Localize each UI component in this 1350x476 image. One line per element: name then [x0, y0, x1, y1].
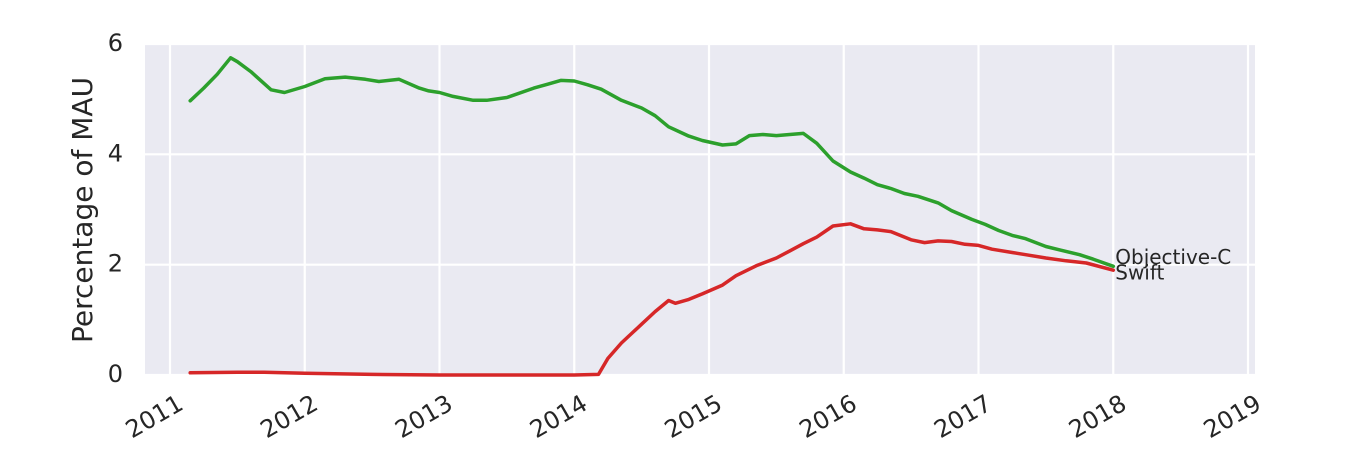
- y-tick-label: 6: [108, 29, 123, 57]
- grid: [145, 42, 1255, 377]
- x-tick-label: 2014: [525, 389, 592, 444]
- x-tick-label: 2018: [1064, 389, 1131, 444]
- y-axis-label: Percentage of MAU: [66, 77, 99, 343]
- x-tick-label: 2013: [390, 389, 457, 444]
- x-tick-label: 2012: [256, 389, 323, 444]
- plot-background: [145, 44, 1255, 375]
- y-tick-labels: 0 2 4 6: [108, 29, 123, 388]
- y-tick-label: 0: [108, 360, 123, 388]
- x-tick-label: 2016: [795, 389, 862, 444]
- y-tick-label: 2: [108, 250, 123, 278]
- x-tick-label: 2017: [929, 389, 996, 444]
- x-tick-label: 2011: [121, 389, 188, 444]
- x-tick-label: 2015: [660, 389, 727, 444]
- series-label-objective-c: Objective-C: [1115, 245, 1231, 269]
- x-tick-label: 2019: [1199, 389, 1266, 444]
- series-line-objective-c: [188, 56, 1116, 269]
- x-tick-labels: 2011 2012 2013 2014 2015 2016 2017 2018 2019: [121, 389, 1266, 444]
- series-layer: [188, 56, 1116, 377]
- series-line-swift: [188, 222, 1116, 377]
- series-label-swift: Swift: [1115, 261, 1164, 285]
- y-tick-label: 4: [108, 139, 123, 167]
